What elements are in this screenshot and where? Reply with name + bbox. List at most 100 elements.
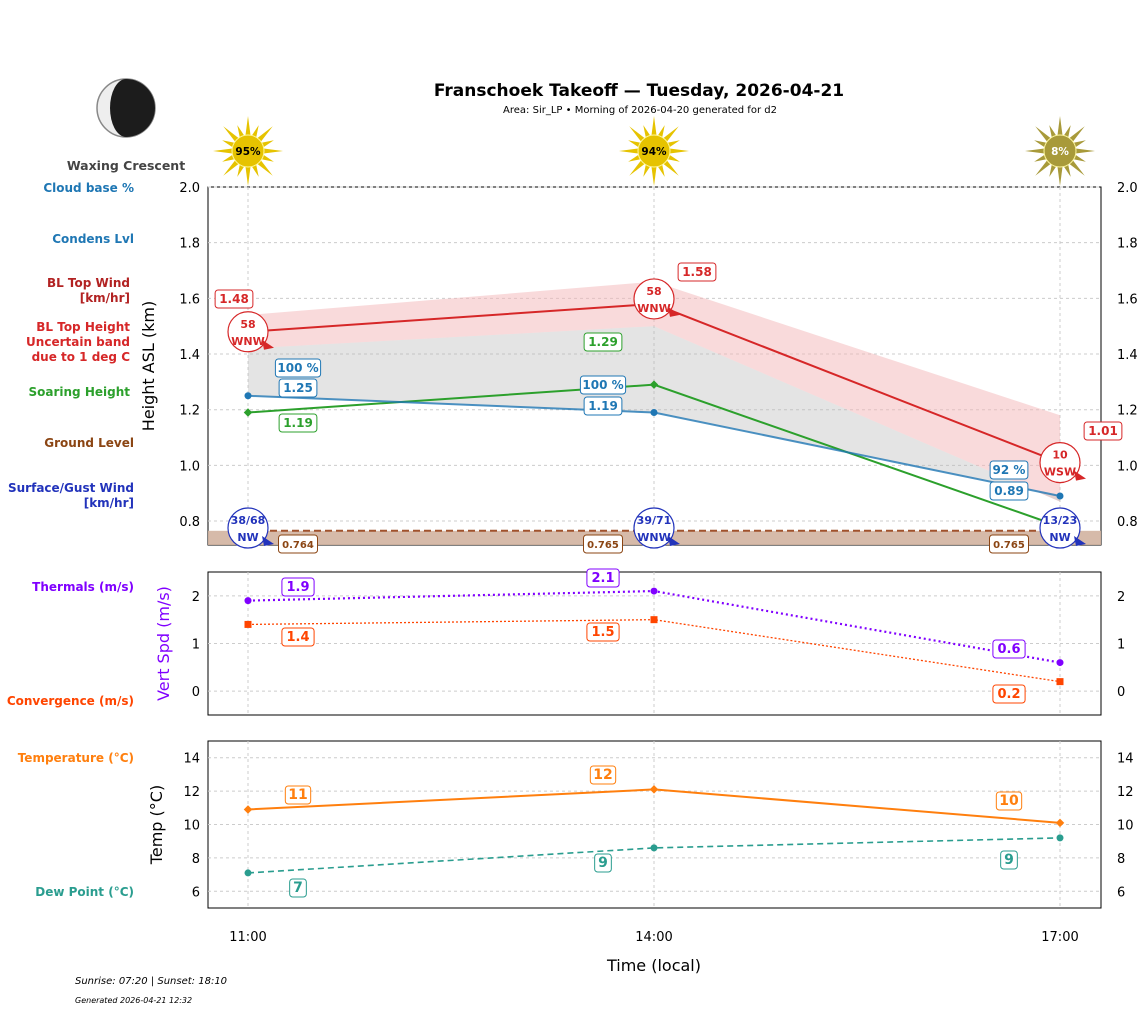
condens-level-label: 0.89 <box>994 484 1024 498</box>
condens-level-label-box <box>583 396 623 416</box>
sun-cover-pct: 8% <box>1051 146 1069 158</box>
y-tick-label-right: 1.4 <box>1117 348 1138 363</box>
ground-level-label-box <box>278 534 318 554</box>
sun-ray <box>255 158 273 176</box>
legend-label-dewpoint: Dew Point (°C) <box>35 885 134 899</box>
bl-top-label-box <box>677 262 717 282</box>
sun-ray <box>255 126 273 144</box>
wind-arrow-icon <box>262 536 274 546</box>
y-tick-label: 1.8 <box>179 237 200 252</box>
thermals-label: 2.1 <box>591 571 614 586</box>
y-tick-label-right: 1.6 <box>1117 292 1138 307</box>
sun-ray <box>1035 158 1053 176</box>
bl-top-wind-circle <box>633 278 675 320</box>
dewpoint-label-box <box>1000 850 1018 870</box>
temperature-label-box <box>589 765 617 785</box>
legend-label-bl-height: BL Top Height Uncertain band due to 1 deg … <box>26 320 130 364</box>
dewpoint-label: 9 <box>598 855 608 871</box>
bl-top-wind-speed: 58 <box>240 318 255 331</box>
y-tick-label-right: 0 <box>1117 685 1125 700</box>
dewpoint-point <box>1056 834 1064 842</box>
sun-cover-pct: 95% <box>235 146 261 158</box>
soaring-height-label: 1.29 <box>588 335 618 349</box>
y-tick-label-right: 1.8 <box>1117 237 1138 252</box>
y-tick-label: 1 <box>192 638 200 653</box>
convergence-label-box <box>281 627 315 647</box>
x-tick-label: 17:00 <box>1041 930 1078 945</box>
wind-arrow-icon <box>668 536 680 546</box>
y-tick-label: 0 <box>192 685 200 700</box>
x-axis-label: Time (local) <box>606 956 701 975</box>
bl-top-label: 1.01 <box>1088 424 1118 438</box>
wind-arrow-icon <box>262 339 274 350</box>
moon-icon <box>96 78 156 138</box>
sun-disc <box>637 134 671 168</box>
surface-wind-direction: NW <box>1049 531 1070 544</box>
sun-ray <box>1057 164 1063 186</box>
y-tick-label-right: 2 <box>1117 590 1125 605</box>
dewpoint-point <box>244 869 252 877</box>
bl-top-wind-speed: 10 <box>1052 449 1068 462</box>
sun-ray <box>245 116 251 138</box>
cloud-base-pct-label-box <box>274 358 322 378</box>
surface-wind-circle <box>633 507 675 549</box>
legend-label-cloud-base: Cloud base % <box>43 181 134 195</box>
convergence-point <box>650 616 658 624</box>
ground-level-label-box <box>583 534 623 554</box>
sun-icon <box>213 116 283 186</box>
bl-top-wind-direction: WSW <box>1044 466 1076 479</box>
thermals-label-box <box>281 577 315 597</box>
legend-label-soaring: Soaring Height <box>29 385 131 399</box>
convergence-label: 0.2 <box>997 687 1020 702</box>
legend-label-surface-wind: Surface/Gust Wind [km/hr] <box>8 481 134 510</box>
x-tick-label: 14:00 <box>635 930 672 945</box>
y-tick-label-right: 14 <box>1117 752 1134 767</box>
chart-subtitle: Area: Sir_LP • Morning of 2026-04-20 gen… <box>503 105 777 116</box>
wind-arrow-icon <box>1074 536 1086 546</box>
surface-wind-circle <box>227 507 269 549</box>
sun-icon <box>1025 116 1095 186</box>
legend-label-thermals: Thermals (m/s) <box>32 580 134 594</box>
y-tick-label-right: 2.0 <box>1117 181 1138 196</box>
bl-top-label-box <box>1083 421 1123 441</box>
temperature-label: 10 <box>999 793 1019 809</box>
dewpoint-point <box>650 844 658 852</box>
moon-phase-label: Waxing Crescent <box>67 158 185 173</box>
surface-wind-direction: WNW <box>637 531 670 544</box>
temperature-label-box <box>284 785 312 805</box>
cloud-base-pct-label: 92 % <box>993 463 1026 477</box>
surface-wind-speed: 38/68 <box>231 514 266 527</box>
sun-ray <box>1057 116 1063 138</box>
convergence-point <box>1056 678 1064 686</box>
sun-cover-pct: 94% <box>641 146 667 158</box>
temperature-label: 12 <box>593 767 612 783</box>
dewpoint-label-box <box>289 878 307 898</box>
sun-icon <box>619 116 689 186</box>
x-tick-label: 11:00 <box>229 930 266 945</box>
bl-top-wind-speed: 58 <box>646 285 661 298</box>
y-tick-label-right: 1 <box>1117 638 1125 653</box>
ground-level-label: 0.764 <box>282 540 314 551</box>
ground-level-label: 0.765 <box>993 540 1025 551</box>
wind-arrow-icon <box>668 306 680 317</box>
y-tick-label: 8 <box>192 852 200 867</box>
y-tick-label: 2 <box>192 590 200 605</box>
sun-ray <box>245 164 251 186</box>
y-tick-label-right: 10 <box>1117 819 1134 834</box>
convergence-label-box <box>992 684 1026 704</box>
condens-level-label-box <box>989 481 1029 501</box>
bl-top-wind-direction: WNW <box>637 302 670 315</box>
y-tick-label: 1.2 <box>179 404 200 419</box>
thermals-point <box>1056 659 1064 667</box>
sun-ray <box>667 148 689 154</box>
sun-ray <box>661 158 679 176</box>
convergence-point <box>244 620 252 628</box>
y-tick-label-right: 1.2 <box>1117 404 1138 419</box>
bl-top-wind-direction: WNW <box>231 335 264 348</box>
surface-wind-speed: 39/71 <box>637 514 672 527</box>
bl-top-label: 1.48 <box>219 292 249 306</box>
sun-ray <box>651 116 657 138</box>
temperature-point <box>649 785 659 794</box>
ground-level-label: 0.765 <box>587 540 619 551</box>
temperature-point <box>243 805 253 814</box>
